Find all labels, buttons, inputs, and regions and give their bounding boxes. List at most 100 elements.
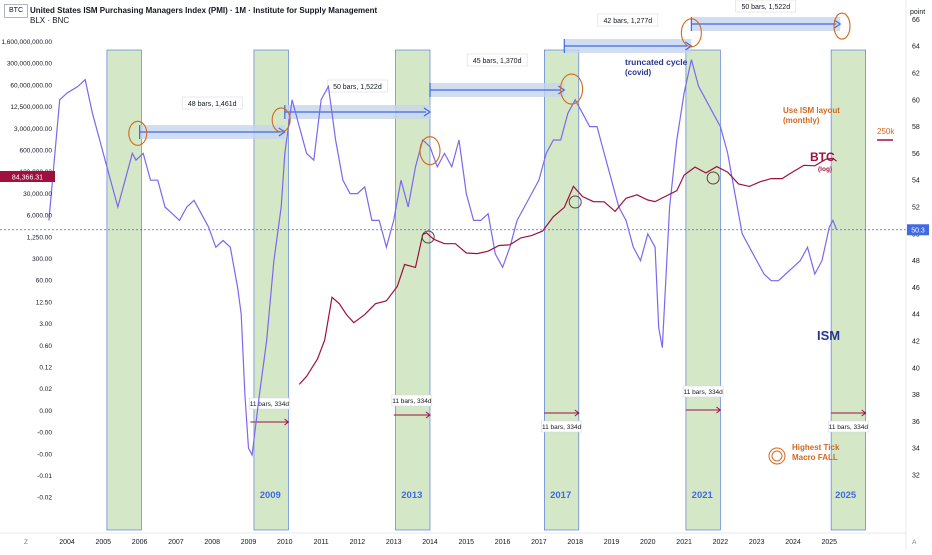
btc-line	[298, 157, 837, 385]
cycle-year-2025: 2025	[835, 490, 857, 501]
short-measure-label-3: 11 bars, 334d	[684, 389, 724, 396]
short-measure-head-1	[425, 411, 431, 419]
right-axis-unit: point	[910, 9, 925, 16]
short-measure-box-4	[828, 420, 869, 433]
short-measure-head-2	[574, 409, 580, 417]
measure-label-2: 45 bars, 1,370d	[473, 58, 522, 65]
x-tick-label: 2004	[59, 539, 75, 546]
left-tick-label: 12.50	[36, 299, 53, 306]
cycle-top-circle-4	[680, 18, 702, 48]
right-tick-label: 46	[912, 285, 920, 292]
chart-title: United States ISM Purchasing Managers In…	[30, 6, 378, 15]
measure-label-box-4	[735, 0, 797, 13]
left-tick-label: -0.02	[37, 495, 52, 502]
measure-label-3: 42 bars, 1,277d	[604, 18, 653, 25]
highest-tick-circle-outer	[768, 447, 786, 465]
right-tick-label: 32	[912, 473, 920, 480]
left-tick-label: 1,250.00	[27, 234, 53, 241]
cycle-year-2017: 2017	[550, 490, 571, 501]
left-tick-label: -0.00	[37, 451, 52, 458]
x-tick-label: 2010	[277, 539, 293, 546]
measure-label-4: 50 bars, 1,522d	[741, 4, 790, 11]
x-tick-label: 2015	[459, 539, 475, 546]
chart-header: United States ISM Purchasing Managers In…	[30, 6, 377, 26]
right-tick-label: 66	[912, 17, 920, 24]
x-tick-label: 2007	[168, 539, 184, 546]
left-tick-label: 60.00	[36, 278, 53, 285]
left-tick-label: 0.02	[39, 386, 52, 393]
x-tick-label: 2019	[604, 539, 620, 546]
measure-arrow-head-4	[833, 19, 842, 29]
short-measure-head-0	[284, 418, 290, 426]
cycle-band-2	[395, 49, 431, 531]
measure-arrow-head-1	[423, 107, 432, 117]
measure-label-1: 50 bars, 1,522d	[333, 84, 382, 91]
left-tick-label: 300.00	[32, 256, 52, 263]
x-tick-label: 2005	[96, 539, 112, 546]
short-measure-label-1: 11 bars, 334d	[392, 398, 432, 405]
left-tick-label: 0.00	[39, 408, 52, 415]
highest-tick-circle-inner	[771, 450, 783, 462]
btc-price-label: 84,366.31	[12, 175, 43, 182]
short-measure-label-0: 11 bars, 334d	[250, 401, 290, 408]
right-tick-label: 44	[912, 312, 920, 319]
cycle-year-2013: 2013	[401, 490, 422, 501]
left-tick-label: 6,000.00	[27, 213, 53, 220]
ism-layout-note-sub: (monthly)	[783, 116, 820, 125]
short-measure-head-4	[861, 409, 867, 417]
left-tick-label: 300,000,000.00	[7, 61, 53, 68]
x-tick-label: 2008	[204, 539, 220, 546]
cycle-top-circle-1	[271, 107, 291, 133]
right-tick-label: 48	[912, 258, 920, 265]
label-250k: 250k	[877, 127, 895, 136]
cycle-year-2009: 2009	[260, 490, 281, 501]
right-tick-label: 64	[912, 44, 920, 51]
left-tick-label: 30,000.00	[23, 191, 52, 198]
truncated-cycle-sub: (covid)	[625, 68, 652, 77]
right-tick-label: 52	[912, 205, 920, 212]
short-measure-head-3	[716, 406, 722, 414]
cycle-band-4	[685, 49, 721, 531]
left-tick-label: 1,600,000,000.00	[1, 39, 52, 46]
left-tick-label: 600,000.00	[19, 148, 52, 155]
left-tick-label: 60,000,000.00	[10, 82, 52, 89]
measure-label-box-2	[466, 53, 528, 67]
x-tick-label: 2011	[314, 539, 329, 546]
right-tick-label: 62	[912, 71, 920, 78]
btc-series-label: BTC	[810, 150, 835, 164]
x-tick-label: 2018	[567, 539, 583, 546]
left-tick-label: -0.00	[37, 430, 52, 437]
x-tick-label: 2012	[350, 539, 366, 546]
short-measure-label-4: 11 bars, 334d	[829, 424, 869, 431]
measure-label-box-1	[327, 79, 388, 93]
left-tick-label: 12,500,000.00	[10, 104, 52, 111]
x-tick-label: 2024	[785, 539, 801, 546]
btc-pivot-circle-0	[421, 230, 435, 244]
btc-log-label: (log)	[818, 166, 832, 173]
cycle-band-3	[544, 49, 580, 531]
short-measure-label-2: 11 bars, 334d	[542, 424, 582, 431]
short-measure-box-3	[682, 385, 724, 398]
right-tick-label: 34	[912, 446, 920, 453]
corner-right-label: A	[912, 539, 917, 546]
x-tick-label: 2013	[386, 539, 402, 546]
right-tick-label: 38	[912, 392, 920, 399]
left-tick-label: 3.00	[39, 321, 52, 328]
right-tick-label: 42	[912, 339, 920, 346]
ism-series-label: ISM	[817, 328, 840, 343]
symbol-box[interactable]: BTC	[4, 4, 28, 18]
x-tick-label: 2022	[713, 539, 729, 546]
ism-value-label: 50.3	[911, 227, 925, 234]
right-tick-label: 54	[912, 178, 920, 185]
corner-left-label: Z	[24, 539, 28, 546]
x-tick-label: 2021	[676, 539, 692, 546]
btc-pivot-circle-1	[568, 195, 582, 209]
cycle-top-circle-3	[560, 73, 584, 105]
truncated-cycle-label: truncated cycle	[625, 57, 688, 67]
cycle-year-2021: 2021	[692, 490, 714, 501]
right-tick-label: 40	[912, 365, 920, 372]
highest-tick-note: Highest Tick	[792, 443, 840, 452]
btc-pivot-circle-2	[706, 171, 720, 185]
